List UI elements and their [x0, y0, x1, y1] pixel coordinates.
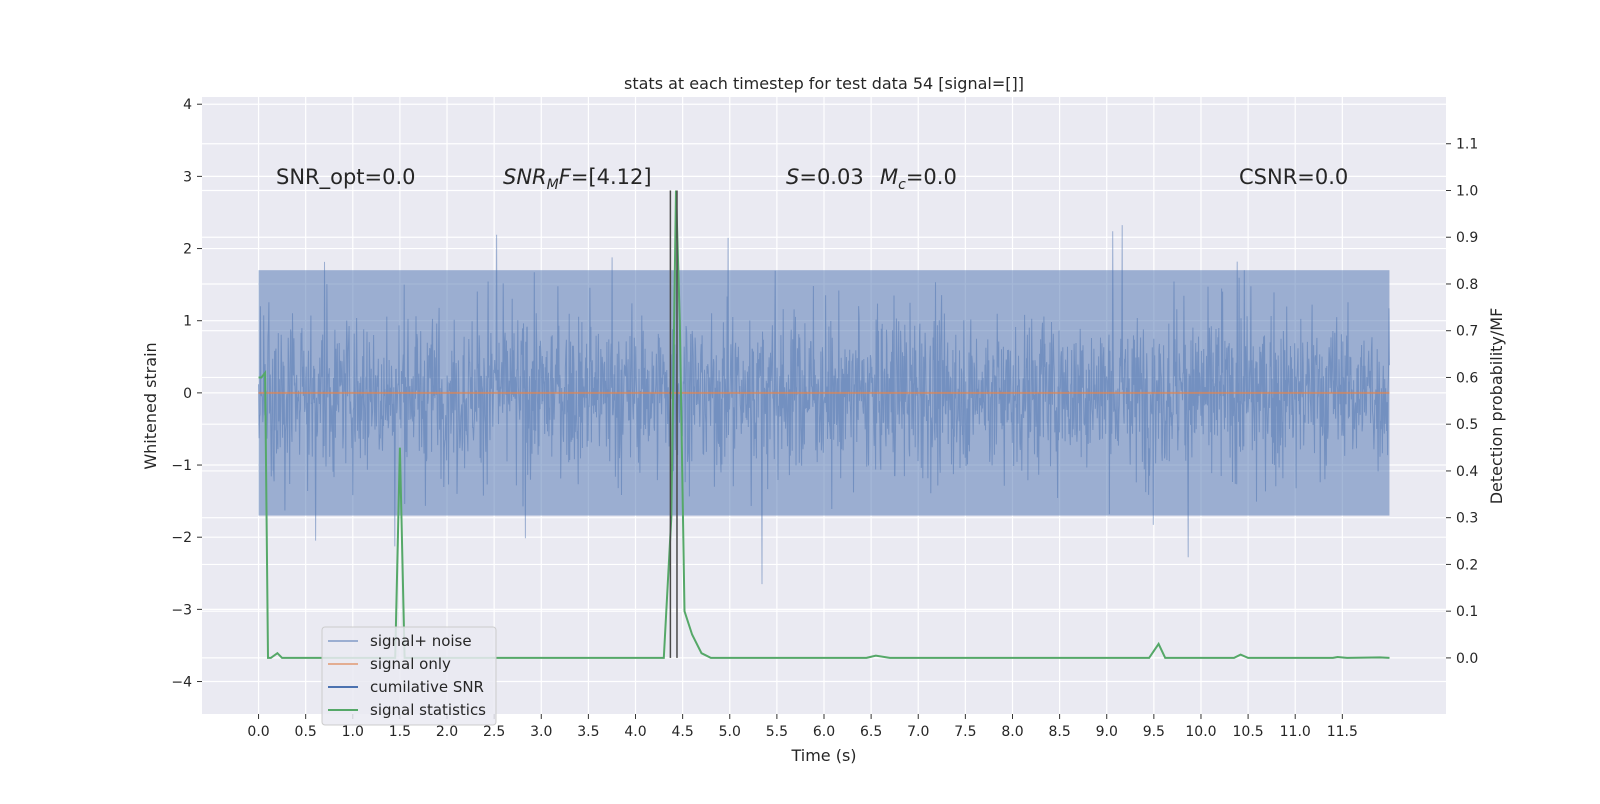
- x-tick-label: 7.5: [954, 724, 976, 740]
- y-right-tick-label: 0.8: [1456, 277, 1478, 293]
- axes: 0.0 0.5 1.0 1.5 2.0 2.5 3.0 3.5 4.0 4.5 5.0 5.5 6.0 6…: [171, 97, 1478, 740]
- x-tick-label: 11.0: [1280, 724, 1311, 740]
- y-right-tick-label: 0.3: [1456, 511, 1478, 527]
- x-tick-label: 8.0: [1001, 724, 1023, 740]
- y-right-tick-label: 0.4: [1456, 464, 1478, 480]
- y-left-tick-label: 1: [183, 314, 192, 330]
- x-tick-label: 2.5: [483, 724, 505, 740]
- y-left-tick-label: −1: [171, 458, 192, 474]
- y-left-tick-label: −4: [171, 675, 192, 691]
- y-right-tick-label: 0.7: [1456, 324, 1478, 340]
- legend-label-signal-noise: signal+ noise: [370, 632, 472, 650]
- annotation-mc: Mc=0.0: [880, 165, 957, 193]
- y-right-tick-label: 0.9: [1456, 230, 1478, 246]
- y-left-tick-label: 4: [183, 97, 192, 113]
- x-tick-label: 2.0: [436, 724, 458, 740]
- legend-label-cumulative-snr: cumilative SNR: [370, 678, 484, 696]
- y-right-tick-label: 0.2: [1456, 557, 1478, 573]
- y-right-tick-label: 0.1: [1456, 604, 1478, 620]
- x-tick-label: 1.0: [342, 724, 364, 740]
- series-lines: [258, 190, 1390, 659]
- x-tick-label: 3.0: [530, 724, 552, 740]
- annotation-s: S=0.03: [786, 165, 864, 189]
- y-axis-label-left: Whitened strain: [141, 342, 160, 469]
- x-tick-label: 6.0: [813, 724, 835, 740]
- y-left-tick-label: 2: [183, 242, 192, 258]
- annotations: SNR_opt=0.0 SNRMF=[4.12] S=0.03 Mc=0.0 C…: [276, 165, 1348, 193]
- x-tick-label: 4.5: [672, 724, 694, 740]
- y-left-tick-label: −3: [171, 602, 192, 618]
- series-signal-noise: [258, 225, 1390, 585]
- y-right-tick-label: 1.1: [1456, 137, 1478, 153]
- x-tick-label: 0.5: [295, 724, 317, 740]
- legend-box: [321, 626, 497, 726]
- x-tick-label: 5.0: [719, 724, 741, 740]
- x-tick-label: 7.0: [907, 724, 929, 740]
- annotation-snr-mf: SNRMF=[4.12]: [503, 165, 652, 193]
- x-tick-label: 11.5: [1327, 724, 1358, 740]
- annotation-csnr: CSNR=0.0: [1239, 165, 1348, 189]
- x-tick-label: 3.5: [577, 724, 599, 740]
- annotation-snr-opt: SNR_opt=0.0: [276, 165, 416, 190]
- y-right-tick-label: 0.5: [1456, 417, 1478, 433]
- x-tick-label: 6.5: [860, 724, 882, 740]
- vertical-markers: [669, 190, 678, 658]
- x-tick-label: 8.5: [1048, 724, 1070, 740]
- legend-label-signal-statistics: signal statistics: [370, 701, 486, 719]
- x-tick-label: 1.5: [389, 724, 411, 740]
- y-left-tick-label: 3: [183, 169, 192, 185]
- legend-label-signal-only: signal only: [370, 655, 451, 673]
- x-axis-label: Time (s): [790, 746, 856, 765]
- x-tick-label: 10.0: [1185, 724, 1216, 740]
- x-tick-label: 5.5: [766, 724, 788, 740]
- x-tick-label: 10.5: [1233, 724, 1264, 740]
- y-axis-label-right: Detection probability/MF: [1487, 308, 1506, 505]
- chart-title: stats at each timestep for test data 54 …: [624, 74, 1024, 93]
- y-right-tick-label: 1.0: [1456, 183, 1478, 199]
- x-tick-label: 4.0: [624, 724, 646, 740]
- legend: signal+ noise signal only cumilative SNR…: [321, 626, 497, 726]
- y-left-tick-label: 0: [183, 386, 192, 402]
- x-tick-label: 0.0: [247, 724, 269, 740]
- y-left-tick-label: −2: [171, 530, 192, 546]
- x-tick-label: 9.0: [1096, 724, 1118, 740]
- y-right-tick-label: 0.6: [1456, 370, 1478, 386]
- x-tick-label: 9.5: [1143, 724, 1165, 740]
- y-right-tick-label: 0.0: [1456, 651, 1478, 667]
- series-signal-statistics: [258, 190, 1390, 659]
